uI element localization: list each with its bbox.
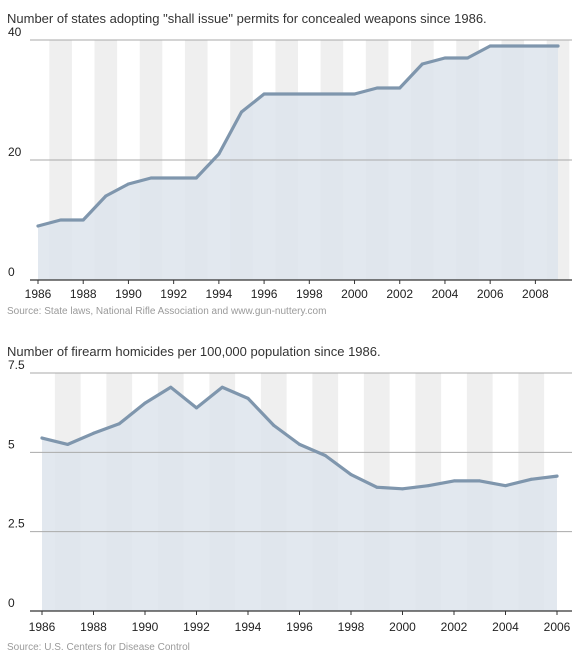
y-tick-label: 2.5 [8, 517, 25, 531]
x-tick-label: 1998 [338, 620, 365, 634]
data-point [478, 479, 482, 483]
data-point [556, 44, 560, 48]
data-point [452, 479, 456, 483]
data-point [443, 56, 447, 60]
data-point [143, 401, 147, 405]
chart-plot: 0 20 40 1986 1988 1990 1992 1994 1996 1998 2000 200… [8, 25, 572, 301]
y-tick-label: 0 [8, 265, 15, 279]
data-point [488, 44, 492, 48]
x-tick-label: 2006 [544, 620, 571, 634]
data-point [117, 422, 121, 426]
chart-title: Number of firearm homicides per 100,000 … [7, 344, 381, 359]
x-tick-label: 1994 [206, 287, 233, 301]
data-point [220, 385, 224, 389]
data-point [323, 454, 327, 458]
data-point [533, 44, 537, 48]
data-point [285, 92, 289, 96]
chart-source: Source: U.S. Centers for Disease Control [7, 642, 190, 653]
x-tick-label: 1992 [160, 287, 187, 301]
data-point [195, 406, 198, 410]
x-tick-label: 2006 [477, 287, 504, 301]
y-tick-label: 0 [8, 596, 15, 610]
x-tick-label: 1986 [25, 287, 52, 301]
area-fill [38, 46, 558, 280]
x-tick-label: 2002 [441, 620, 468, 634]
data-point [172, 176, 176, 180]
data-point [504, 484, 507, 488]
data-point [349, 473, 353, 477]
x-tick-label: 2000 [341, 287, 368, 301]
data-point [36, 224, 40, 228]
chart-source: Source: State laws, National Rifle Assoc… [7, 306, 327, 317]
chart-plot: 0 2.5 5 7.5 1986 1988 1990 1992 1994 1996 1998 2000… [8, 358, 572, 634]
x-tick-label: 1996 [251, 287, 278, 301]
data-point [92, 431, 95, 435]
series-line [36, 44, 560, 228]
area-fill [42, 387, 557, 611]
data-point [298, 442, 301, 446]
chart-title: Number of states adopting "shall issue" … [7, 11, 487, 26]
data-point [401, 487, 404, 491]
data-point [59, 218, 63, 222]
y-tick-label: 40 [8, 25, 22, 39]
y-tick-label: 5 [8, 437, 15, 451]
data-point [272, 423, 276, 427]
data-point [81, 218, 85, 222]
y-tick-label: 7.5 [8, 358, 25, 372]
data-point [104, 194, 108, 198]
data-point [375, 86, 379, 90]
data-point [66, 442, 70, 446]
data-point [246, 396, 250, 400]
x-tick-label: 2004 [492, 620, 519, 634]
x-tick-label: 1988 [70, 287, 97, 301]
data-point [149, 176, 153, 180]
data-point [420, 62, 424, 66]
data-point [126, 182, 130, 186]
data-point [262, 92, 266, 96]
data-point [375, 485, 379, 489]
data-point [555, 474, 559, 478]
data-points [40, 385, 559, 491]
data-point [466, 56, 470, 60]
data-point [194, 176, 198, 180]
x-tick-label: 2000 [389, 620, 416, 634]
x-tick-label: 2008 [522, 287, 549, 301]
x-tick-label: 1994 [235, 620, 262, 634]
data-point [353, 92, 357, 96]
x-tick-label: 1988 [80, 620, 107, 634]
x-tick-label: 2004 [432, 287, 459, 301]
data-point [307, 92, 311, 96]
data-point [426, 484, 430, 488]
data-point [511, 44, 515, 48]
x-tick-label: 1990 [132, 620, 159, 634]
data-point [217, 152, 221, 156]
x-tick-label: 1992 [183, 620, 210, 634]
x-tick-label: 1998 [296, 287, 323, 301]
data-point [529, 477, 533, 481]
data-point [398, 86, 402, 90]
chart-states-shall-issue: Number of states adopting "shall issue" … [0, 0, 580, 330]
data-point [169, 385, 173, 389]
data-points [36, 44, 560, 228]
x-tick-label: 1986 [29, 620, 56, 634]
x-tick-label: 2002 [386, 287, 413, 301]
x-tick-label: 1996 [286, 620, 313, 634]
data-point [40, 436, 44, 440]
y-tick-label: 20 [8, 145, 22, 159]
chart-firearm-homicides: Number of firearm homicides per 100,000 … [0, 330, 580, 664]
x-tick-label: 1990 [115, 287, 142, 301]
data-point [239, 110, 243, 114]
data-point [330, 92, 334, 96]
